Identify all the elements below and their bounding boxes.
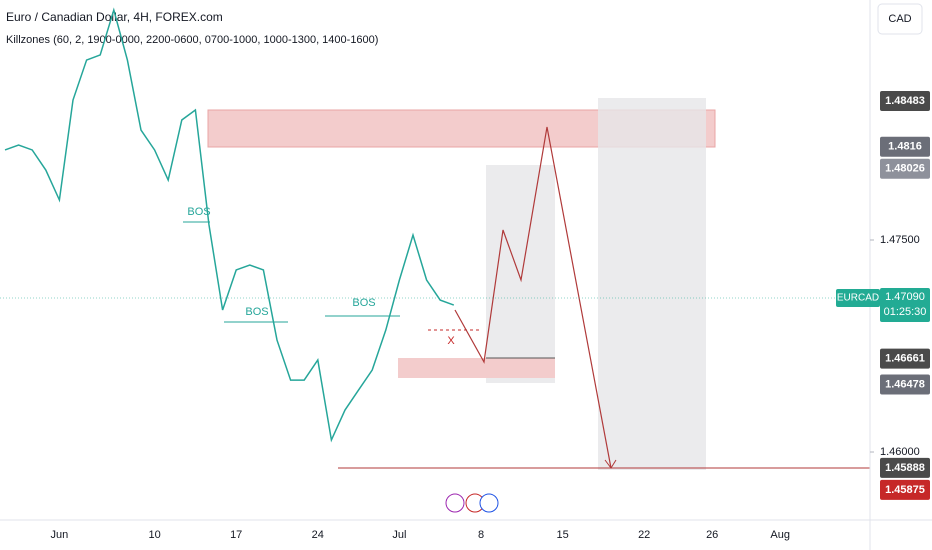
x-tick-label: 15 xyxy=(556,529,568,541)
arrow-head xyxy=(604,459,617,469)
annotation: BOS xyxy=(245,306,268,318)
price-tag xyxy=(880,287,930,322)
x-tick-label: Jun xyxy=(51,529,69,541)
x-tick-label: 22 xyxy=(638,529,650,541)
x-tick-label: 26 xyxy=(706,529,718,541)
price-tag xyxy=(880,374,930,395)
y-tick-label: 1.47500 xyxy=(880,234,920,246)
indicator-label: Killzones (60, 2, 1900-0000, 2200-0600, … xyxy=(6,34,378,46)
annotation: BOS xyxy=(352,297,375,309)
x-tick-label: 24 xyxy=(312,529,324,541)
x-tick-label: 17 xyxy=(230,529,242,541)
price-tag-label: 1.45875 xyxy=(885,484,925,496)
demand-zone xyxy=(398,358,555,378)
price-tag-label: 1.46478 xyxy=(885,378,925,390)
price-tag-label: 1.48026 xyxy=(885,163,925,175)
price-tag-label: 1.48483 xyxy=(885,95,925,107)
x-tick-label: Aug xyxy=(770,529,790,541)
price-tag xyxy=(880,479,930,500)
currency[interactable]: CAD xyxy=(888,13,911,25)
x-tick-label: Jul xyxy=(392,529,406,541)
price-tag xyxy=(880,136,930,157)
projection-box xyxy=(486,165,555,383)
price-tag xyxy=(880,457,930,478)
price-tag-label: 1.4816 xyxy=(888,141,922,153)
price-tag-label: 1.45888 xyxy=(885,462,925,474)
countdown: 01:25:30 xyxy=(884,306,927,318)
projection-box xyxy=(598,98,706,470)
x-tick-label: 8 xyxy=(478,529,484,541)
event-icon[interactable] xyxy=(445,493,465,513)
currency-button[interactable] xyxy=(877,3,923,35)
symbol-tag xyxy=(836,288,880,307)
chart-title: Euro / Canadian Dollar, 4H, FOREX.com xyxy=(6,10,223,24)
projection-path xyxy=(454,126,612,469)
price-line xyxy=(4,7,455,443)
x-tick-label: 10 xyxy=(148,529,160,541)
price-tag-label: 1.47090 xyxy=(885,291,925,303)
price-tag xyxy=(880,158,930,179)
symbol-label: EURCAD xyxy=(837,293,879,304)
price-tag xyxy=(880,348,930,369)
price-tag-label: 1.46661 xyxy=(885,352,925,364)
annotation: X xyxy=(447,335,455,347)
event-icon[interactable] xyxy=(479,493,499,513)
annotation: BOS xyxy=(187,206,210,218)
price-tag xyxy=(880,91,930,112)
y-tick-label: 1.46000 xyxy=(880,446,920,458)
